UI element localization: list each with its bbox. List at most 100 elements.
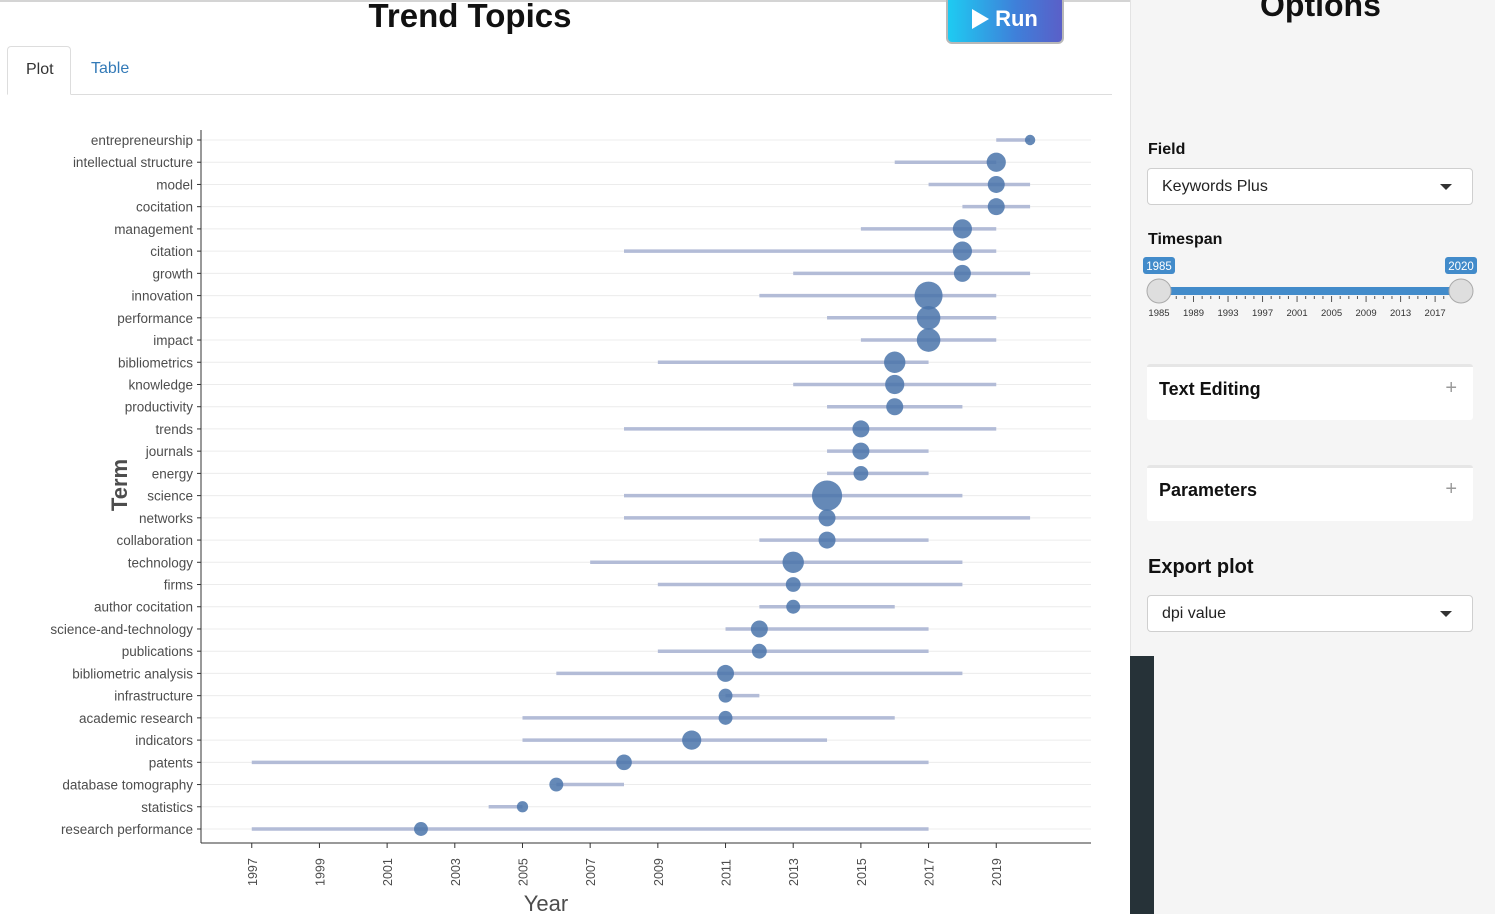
median-point bbox=[886, 398, 904, 416]
y-tick-label: academic research bbox=[79, 711, 193, 726]
x-tick-label: 2015 bbox=[855, 858, 869, 886]
export-plot-label: Export plot bbox=[1148, 556, 1254, 578]
x-tick-label: 2001 bbox=[381, 858, 395, 886]
median-point bbox=[786, 599, 801, 614]
median-point bbox=[818, 531, 836, 549]
y-tick-label: bibliometrics bbox=[118, 355, 193, 370]
timespan-slider[interactable]: 1985 1989 1993 1997 2001 2005 2009 2013 2017 1985… bbox=[1140, 256, 1480, 326]
median-point bbox=[1024, 134, 1036, 146]
slider-tick-label: 1985 bbox=[1148, 308, 1169, 319]
median-point bbox=[987, 198, 1005, 216]
slider-handle[interactable] bbox=[1448, 278, 1474, 304]
slider-range bbox=[1159, 287, 1461, 295]
median-point bbox=[751, 643, 767, 659]
x-tick-label: 2013 bbox=[787, 858, 801, 886]
y-tick-label: intellectual structure bbox=[73, 155, 193, 170]
slider-from-value: 1985 bbox=[1146, 261, 1172, 273]
plus-icon[interactable]: + bbox=[1445, 377, 1457, 399]
y-tick-label: publications bbox=[122, 644, 194, 659]
slider-handle[interactable] bbox=[1146, 278, 1172, 304]
y-tick-label: research performance bbox=[61, 822, 193, 837]
dpi-select[interactable]: dpi value bbox=[1147, 595, 1473, 632]
field-select-value: Keywords Plus bbox=[1162, 178, 1268, 195]
y-tick-label: growth bbox=[152, 266, 193, 281]
x-tick-label: 2011 bbox=[720, 859, 734, 886]
y-tick-label: networks bbox=[139, 511, 193, 526]
tab-bar: Plot Table bbox=[7, 46, 1112, 95]
median-point bbox=[852, 442, 870, 460]
y-axis-label: Term bbox=[107, 459, 132, 511]
parameters-panel[interactable]: Parameters + bbox=[1147, 465, 1473, 521]
timespan-label: Timespan bbox=[1148, 231, 1223, 248]
x-tick-label: 2005 bbox=[516, 858, 530, 886]
slider-tick-label: 1989 bbox=[1183, 308, 1204, 319]
play-icon bbox=[972, 9, 990, 29]
median-point bbox=[785, 577, 801, 592]
run-button-label: Run bbox=[995, 6, 1038, 31]
y-tick-label: statistics bbox=[141, 800, 193, 815]
y-tick-label: patents bbox=[149, 755, 194, 770]
dpi-select-value: dpi value bbox=[1162, 605, 1227, 622]
parameters-title: Parameters bbox=[1159, 480, 1258, 500]
median-point bbox=[986, 152, 1006, 172]
slider-tick-label: 2009 bbox=[1356, 308, 1377, 319]
median-point bbox=[682, 730, 702, 750]
x-tick-label: 2007 bbox=[584, 858, 598, 886]
field-label: Field bbox=[1148, 141, 1186, 158]
y-tick-label: citation bbox=[150, 244, 193, 259]
x-tick-label: 2019 bbox=[990, 858, 1004, 886]
median-point bbox=[884, 351, 906, 373]
y-tick-label: database tomography bbox=[62, 778, 193, 793]
y-tick-label: indicators bbox=[135, 733, 193, 748]
x-tick-label: 2009 bbox=[652, 858, 666, 886]
median-point bbox=[885, 374, 905, 395]
median-point bbox=[853, 465, 869, 481]
slider-value-badge bbox=[1445, 257, 1477, 274]
median-point bbox=[852, 420, 870, 438]
y-tick-label: model bbox=[156, 177, 193, 192]
y-tick-label: science bbox=[147, 489, 193, 504]
y-tick-label: knowledge bbox=[128, 377, 193, 392]
y-tick-label: collaboration bbox=[116, 533, 193, 548]
caret-down-icon bbox=[1440, 611, 1452, 617]
median-point bbox=[953, 264, 971, 282]
y-tick-label: bibliometric analysis bbox=[72, 666, 193, 681]
slider-tick-label: 2017 bbox=[1425, 308, 1446, 319]
median-point bbox=[718, 688, 733, 703]
y-tick-label: firms bbox=[164, 578, 193, 593]
y-tick-label: cocitation bbox=[136, 200, 193, 215]
x-axis-label: Year bbox=[524, 891, 568, 914]
y-tick-label: trends bbox=[155, 422, 193, 437]
median-point bbox=[717, 664, 735, 682]
y-tick-label: energy bbox=[152, 466, 194, 481]
caret-down-icon bbox=[1440, 184, 1452, 190]
y-tick-label: journals bbox=[145, 444, 194, 459]
run-button[interactable]: Run bbox=[946, 0, 1064, 44]
page-title: Trend Topics bbox=[368, 0, 572, 34]
slider-to-value: 2020 bbox=[1448, 261, 1474, 273]
dark-scroll-strip bbox=[1130, 656, 1154, 914]
median-point bbox=[750, 620, 768, 638]
plus-icon[interactable]: + bbox=[1445, 478, 1457, 500]
y-tick-label: infrastructure bbox=[114, 689, 193, 704]
options-title: Options bbox=[1260, 0, 1381, 23]
x-tick-label: 2003 bbox=[449, 858, 463, 886]
options-sidebar bbox=[1130, 0, 1495, 914]
median-point bbox=[549, 777, 564, 792]
median-point bbox=[952, 219, 973, 239]
slider-tick-label: 2005 bbox=[1321, 308, 1342, 319]
median-point bbox=[616, 754, 632, 771]
tab-table[interactable]: Table bbox=[91, 60, 130, 77]
y-tick-label: management bbox=[114, 222, 193, 237]
y-tick-label: author cocitation bbox=[94, 600, 193, 615]
tab-plot[interactable]: Plot bbox=[7, 46, 71, 95]
median-point bbox=[811, 480, 843, 511]
field-select[interactable]: Keywords Plus bbox=[1147, 168, 1473, 205]
median-point bbox=[782, 551, 804, 573]
slider-tick-label: 1997 bbox=[1252, 308, 1273, 319]
x-tick-label: 2017 bbox=[923, 858, 937, 886]
text-editing-panel[interactable]: Text Editing + bbox=[1147, 364, 1473, 420]
y-tick-label: technology bbox=[128, 555, 194, 570]
median-point bbox=[414, 822, 428, 836]
y-tick-label: science-and-technology bbox=[50, 622, 193, 637]
